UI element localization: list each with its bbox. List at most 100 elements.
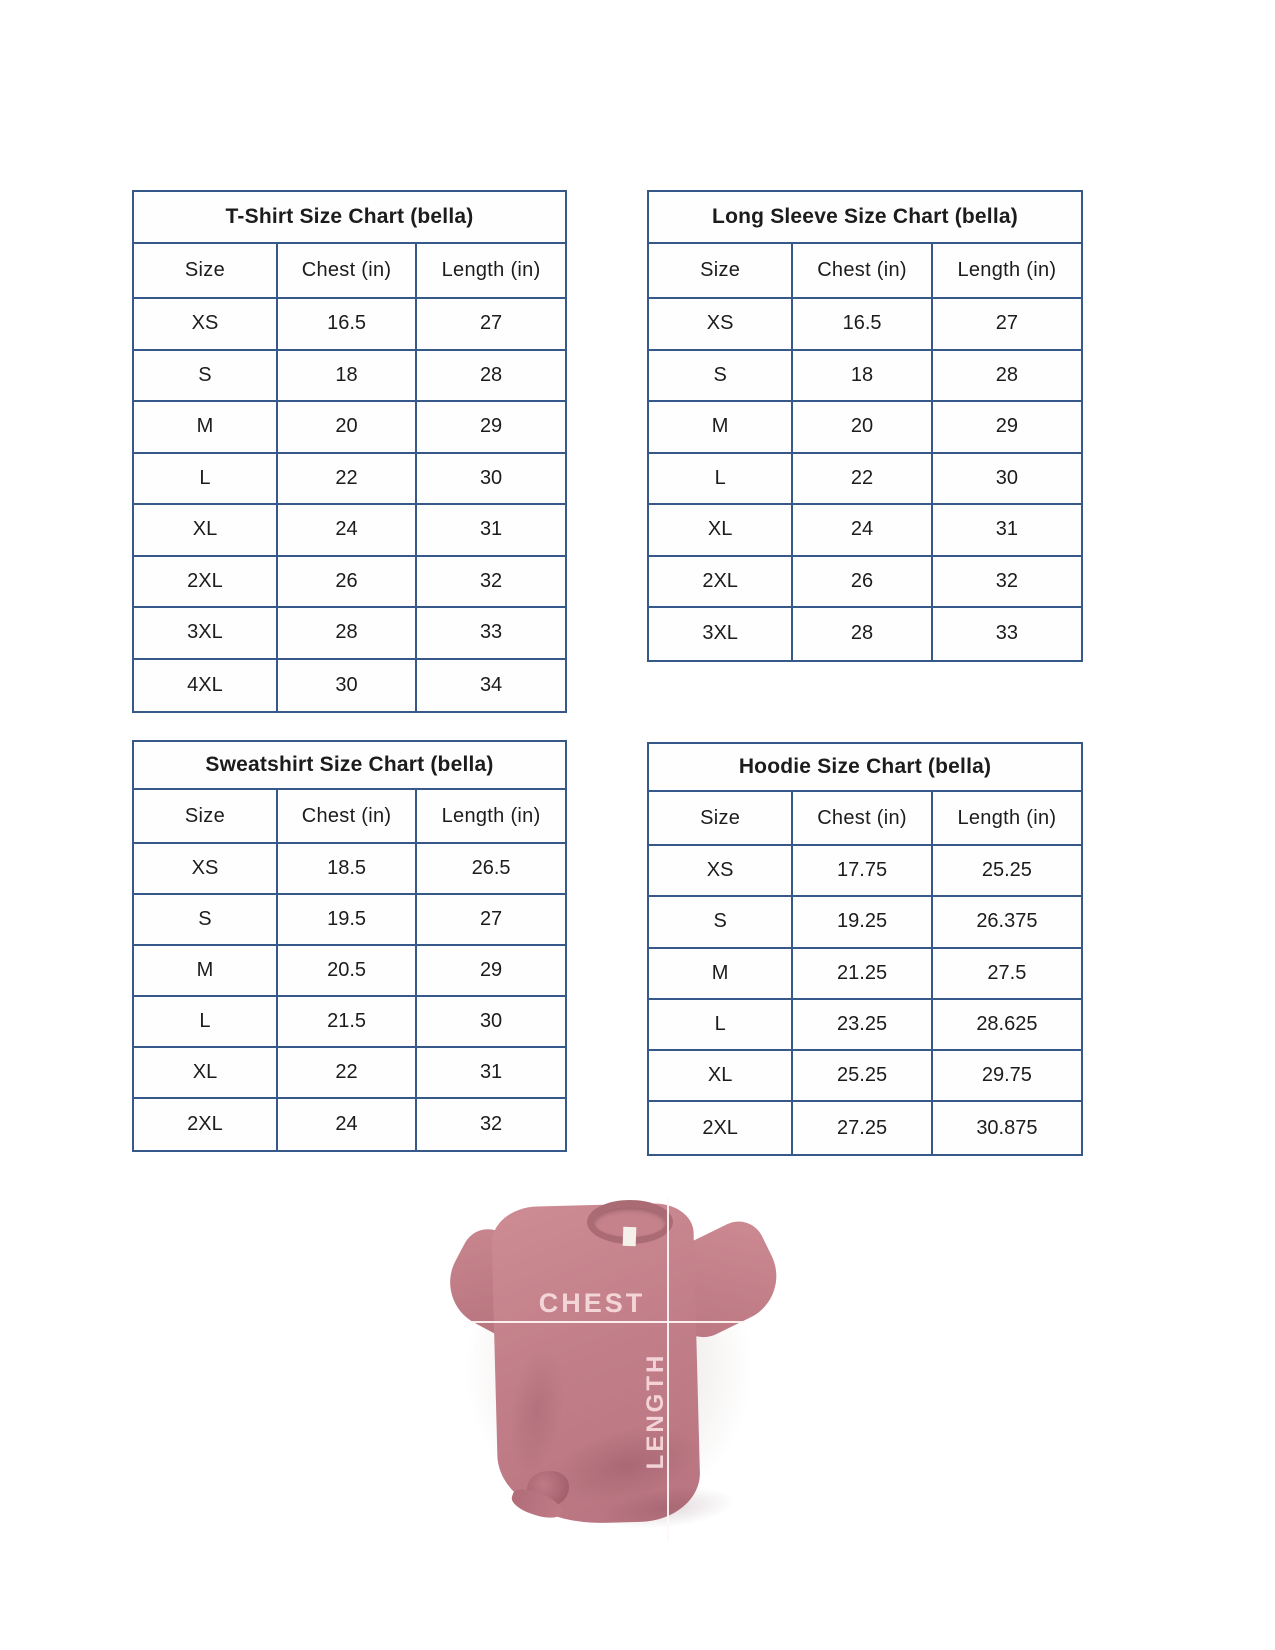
table-cell: XL xyxy=(649,505,794,555)
table-row: 2XL 24 32 xyxy=(134,1099,565,1150)
table-cell: 18.5 xyxy=(278,844,418,893)
table-row: 2XL 26 32 xyxy=(649,556,1081,608)
table-cell: 31 xyxy=(479,518,503,541)
table-cell: 22 xyxy=(793,453,933,503)
table-cell: XS xyxy=(649,299,794,349)
sweatshirt-table-body: XS 18.5 26.5 S 19.5 27 M 20.5 29 L 21.5 30 XL 22 31 2XL… xyxy=(134,844,565,1150)
sweatshirt-size-table: Sweatshirt Size Chart (bella) Size Chest … xyxy=(132,740,567,1152)
size-guide-photo: CHEST LENGTH xyxy=(437,1185,790,1542)
table-row: M 20 29 xyxy=(134,402,565,454)
table-row: 3XL 28 33 xyxy=(134,608,565,660)
table-cell: 21.5 xyxy=(278,997,418,1046)
table-cell: 16.5 xyxy=(278,299,418,349)
table-cell: XS xyxy=(134,844,278,893)
table-cell: 29 xyxy=(995,415,1019,438)
longsleeve-table-title: Long Sleeve Size Chart (bella) xyxy=(649,192,1081,244)
table-cell: 30 xyxy=(278,659,418,711)
table-cell: L xyxy=(134,997,278,1046)
table-cell: 18 xyxy=(278,350,418,400)
length-measure-line xyxy=(667,1197,669,1542)
table-row: L 22 30 xyxy=(134,453,565,505)
table-row: M 21.25 27.5 xyxy=(649,948,1081,1000)
table-cell: 31 xyxy=(995,518,1019,541)
table-cell: 29 xyxy=(479,959,503,981)
longsleeve-size-table: Long Sleeve Size Chart (bella) Size Chest… xyxy=(647,190,1083,662)
sweatshirt-table-title: Sweatshirt Size Chart (bella) xyxy=(134,742,565,790)
column-header: Length (in) xyxy=(957,259,1057,281)
table-cell: 25.25 xyxy=(981,859,1032,882)
table-cell: 20 xyxy=(278,402,418,452)
table-cell: 34 xyxy=(479,673,503,696)
table-cell: S xyxy=(649,350,794,400)
table-cell: 2XL xyxy=(649,1102,794,1154)
table-cell: 26.5 xyxy=(471,857,511,879)
table-cell: 22 xyxy=(278,1048,418,1097)
chest-measure-line xyxy=(465,1321,748,1323)
table-row: M 20.5 29 xyxy=(134,946,565,997)
table-cell: 29 xyxy=(479,415,503,438)
table-cell: 26 xyxy=(793,556,933,606)
table-cell: M xyxy=(134,402,278,452)
table-row: S 18 28 xyxy=(134,350,565,402)
table-cell: 27 xyxy=(479,908,503,930)
table-cell: S xyxy=(649,897,794,947)
table-cell: 2XL xyxy=(134,1099,278,1150)
table-row: XS 18.5 26.5 xyxy=(134,844,565,895)
table-cell: 32 xyxy=(479,1113,503,1135)
length-label: LENGTH xyxy=(642,1352,669,1470)
column-header: Length (in) xyxy=(957,806,1057,829)
table-cell: M xyxy=(134,946,278,995)
hoodie-size-table: Hoodie Size Chart (bella) Size Chest (in)… xyxy=(647,742,1083,1156)
table-row: 2XL 27.25 30.875 xyxy=(649,1102,1081,1154)
table-cell: 26.375 xyxy=(976,910,1038,933)
column-header: Size xyxy=(649,792,794,844)
column-header: Size xyxy=(134,244,278,297)
table-cell: 24 xyxy=(278,505,418,555)
table-cell: 24 xyxy=(793,505,933,555)
table-cell: 30 xyxy=(995,466,1019,489)
hoodie-table-body: XS 17.75 25.25 S 19.25 26.375 M 21.25 27.5 L 23.25… xyxy=(649,846,1081,1154)
table-cell: 22 xyxy=(278,453,418,503)
table-row: L 21.5 30 xyxy=(134,997,565,1048)
table-cell: 21.25 xyxy=(793,948,933,998)
table-row: XS 17.75 25.25 xyxy=(649,846,1081,898)
column-header: Chest (in) xyxy=(278,244,418,297)
column-header: Chest (in) xyxy=(278,790,418,842)
tshirt-table-title: T-Shirt Size Chart (bella) xyxy=(134,192,565,244)
tshirt-neck-tag xyxy=(622,1226,637,1247)
table-cell: XS xyxy=(649,846,794,896)
tshirt-table-body: XS 16.5 27 S 18 28 M 20 29 L 22 30 XL 24 31 2XL 26 32 3XL 2… xyxy=(134,299,565,711)
table-row: S 19.25 26.375 xyxy=(649,897,1081,949)
column-header: Chest (in) xyxy=(793,792,933,844)
table-cell: 20 xyxy=(793,402,933,452)
table-cell: M xyxy=(649,948,794,998)
table-row: L 23.25 28.625 xyxy=(649,999,1081,1052)
table-cell: 19.5 xyxy=(278,895,418,944)
table-cell: 33 xyxy=(479,621,503,644)
table-cell: 27.5 xyxy=(987,961,1027,984)
tshirt-table-header-row: Size Chest (in) Length (in) xyxy=(134,244,565,299)
hoodie-table-header-row: Size Chest (in) Length (in) xyxy=(649,792,1081,846)
table-cell: L xyxy=(649,453,794,503)
table-cell: 23.25 xyxy=(793,999,933,1050)
table-cell: 25.25 xyxy=(793,1051,933,1101)
table-row: L 22 30 xyxy=(649,453,1081,505)
table-cell: 24 xyxy=(278,1099,418,1150)
table-cell: 27 xyxy=(995,312,1019,335)
table-row: XL 25.25 29.75 xyxy=(649,1051,1081,1103)
table-cell: 2XL xyxy=(649,556,794,606)
table-cell: L xyxy=(134,453,278,503)
table-cell: 28 xyxy=(793,608,933,660)
longsleeve-table-header-row: Size Chest (in) Length (in) xyxy=(649,244,1081,299)
hoodie-table-title: Hoodie Size Chart (bella) xyxy=(649,744,1081,792)
table-cell: 4XL xyxy=(134,659,278,711)
sweatshirt-table-header-row: Size Chest (in) Length (in) xyxy=(134,790,565,844)
table-cell: L xyxy=(649,999,794,1050)
column-header: Size xyxy=(649,244,794,297)
table-cell: 3XL xyxy=(134,608,278,658)
table-cell: 29.75 xyxy=(981,1064,1032,1087)
table-cell: 19.25 xyxy=(793,897,933,947)
table-row: 3XL 28 33 xyxy=(649,608,1081,660)
table-cell: S xyxy=(134,895,278,944)
